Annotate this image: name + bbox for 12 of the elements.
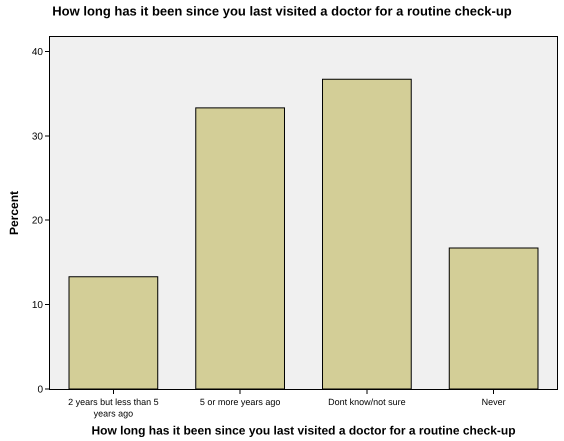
- x-tick-label: 2 years but less than 5 years ago: [68, 396, 159, 418]
- chart-title: How long has it been since you last visited a doctor for a routine check-up: [52, 4, 512, 19]
- y-tick-label: 10: [32, 300, 44, 312]
- y-tick-label: 20: [32, 216, 44, 227]
- y-tick-label: 30: [32, 131, 44, 142]
- y-axis-title: Percent: [7, 190, 22, 236]
- y-tick-label: 40: [32, 46, 44, 58]
- x-tick-label: Dont know/not sure: [328, 396, 406, 407]
- x-axis-title: How long has it been since you last visited a doctor for a routine check-up: [91, 423, 516, 438]
- y-tick-label: 0: [37, 384, 44, 396]
- x-tick-label: 5 or more years ago: [200, 396, 280, 407]
- x-tick-label: Never: [482, 396, 506, 407]
